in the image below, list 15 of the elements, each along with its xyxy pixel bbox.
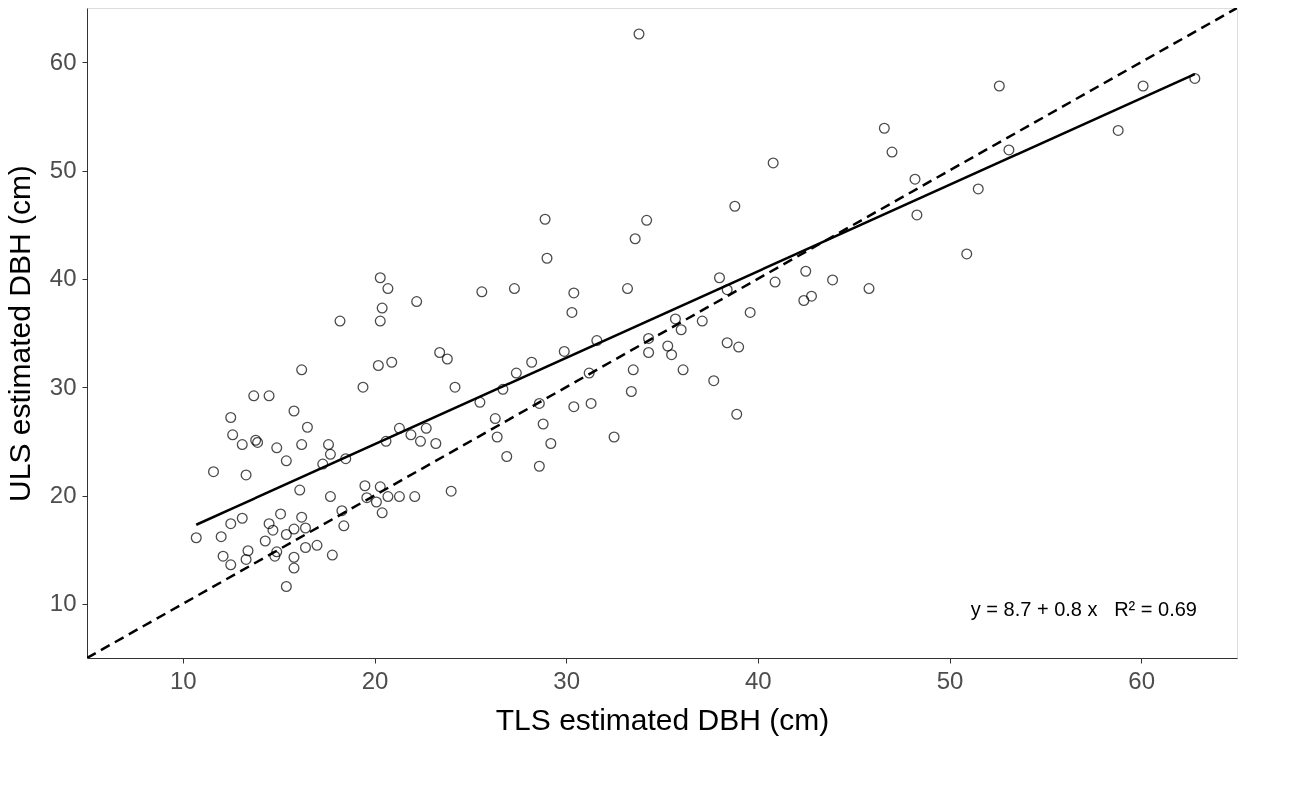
- x-axis-title: TLS estimated DBH (cm): [495, 702, 830, 736]
- x-tick-label: 40: [744, 666, 772, 694]
- x-tick-label: 20: [361, 666, 389, 694]
- y-tick-label: 20: [49, 481, 77, 508]
- y-axis-title: ULS estimated DBH (cm): [2, 165, 36, 502]
- y-tick-label: 60: [49, 47, 77, 75]
- y-tick-label: 40: [49, 264, 77, 292]
- y-tick-label: 50: [49, 156, 77, 183]
- x-tick-label: 50: [936, 666, 964, 694]
- annotation: y = 8.7 + 0.8 x R² = 0.69: [970, 598, 1197, 620]
- x-tick-label: 10: [169, 666, 197, 694]
- y-tick-label: 10: [49, 589, 77, 617]
- x-tick-label: 60: [1128, 666, 1156, 694]
- x-tick-label: 30: [553, 666, 581, 694]
- y-tick-label: 30: [49, 372, 77, 400]
